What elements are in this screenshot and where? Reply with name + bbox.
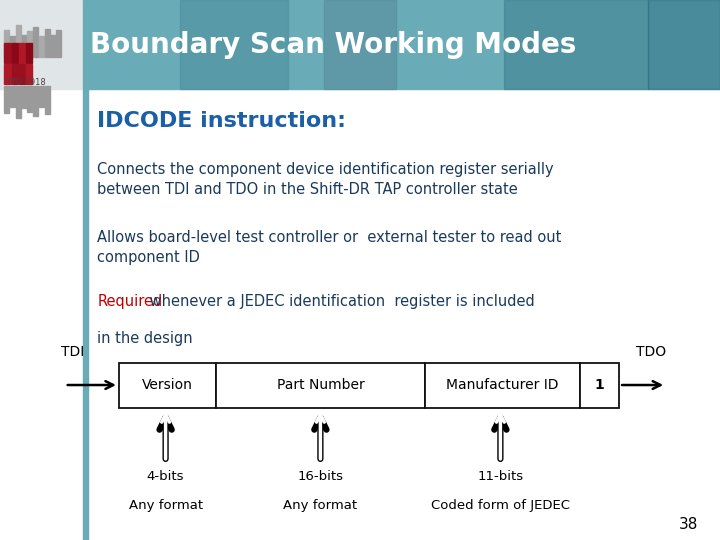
Text: Coded form of JEDEC: Coded form of JEDEC bbox=[431, 500, 570, 512]
Bar bbox=[22, 86, 27, 108]
Bar bbox=[33, 86, 38, 116]
Bar bbox=[26, 64, 32, 84]
Text: in the design: in the design bbox=[97, 331, 193, 346]
Text: 1: 1 bbox=[595, 379, 604, 392]
Bar bbox=[216, 363, 425, 408]
Bar bbox=[33, 27, 38, 57]
Bar bbox=[4, 43, 11, 63]
Bar bbox=[0, 89, 720, 540]
Bar bbox=[504, 0, 648, 89]
Bar bbox=[26, 43, 32, 63]
Text: Any format: Any format bbox=[284, 500, 357, 512]
Bar bbox=[16, 25, 21, 57]
Text: TDI: TDI bbox=[61, 345, 84, 359]
Bar bbox=[4, 30, 9, 57]
Bar bbox=[19, 64, 25, 84]
Bar bbox=[27, 86, 32, 112]
Text: 4-bits: 4-bits bbox=[147, 470, 184, 483]
Text: Version: Version bbox=[142, 379, 193, 392]
Bar bbox=[10, 86, 15, 107]
Text: IDCODE instruction:: IDCODE instruction: bbox=[97, 111, 346, 131]
Bar bbox=[0, 0, 83, 89]
Bar bbox=[12, 64, 18, 84]
Text: Required: Required bbox=[97, 294, 163, 309]
Text: Boundary Scan Working Modes: Boundary Scan Working Modes bbox=[90, 31, 577, 58]
Bar bbox=[39, 86, 44, 107]
Bar bbox=[39, 36, 44, 57]
Text: whenever a JEDEC identification  register is included: whenever a JEDEC identification register… bbox=[145, 294, 535, 309]
Bar bbox=[83, 89, 88, 540]
Text: 38: 38 bbox=[679, 517, 698, 532]
Bar bbox=[45, 29, 50, 57]
Text: Allows board-level test controller or  external tester to read out
component ID: Allows board-level test controller or ex… bbox=[97, 230, 562, 265]
Bar bbox=[56, 30, 61, 57]
Text: Connects the component device identification register serially
between TDI and T: Connects the component device identifica… bbox=[97, 162, 554, 198]
Bar bbox=[50, 35, 55, 57]
Bar bbox=[324, 0, 396, 89]
Bar bbox=[648, 0, 720, 89]
Bar bbox=[425, 363, 580, 408]
Text: 16-bits: 16-bits bbox=[297, 470, 343, 483]
Bar bbox=[22, 35, 27, 57]
Bar bbox=[27, 31, 32, 57]
Bar bbox=[12, 43, 18, 63]
Bar bbox=[16, 86, 21, 118]
Bar bbox=[4, 86, 9, 113]
Bar bbox=[19, 43, 25, 63]
Text: Part Number: Part Number bbox=[276, 379, 364, 392]
Text: 11-bits: 11-bits bbox=[477, 470, 523, 483]
Text: Any format: Any format bbox=[129, 500, 202, 512]
Bar bbox=[119, 363, 216, 408]
Text: TTÜ 1918: TTÜ 1918 bbox=[6, 78, 45, 87]
Text: TDO: TDO bbox=[636, 345, 666, 359]
Bar bbox=[180, 0, 288, 89]
Text: Manufacturer ID: Manufacturer ID bbox=[446, 379, 559, 392]
Bar bbox=[580, 363, 619, 408]
Bar bbox=[4, 64, 11, 84]
Bar bbox=[45, 86, 50, 114]
Bar bbox=[83, 0, 720, 89]
Bar bbox=[10, 36, 15, 57]
